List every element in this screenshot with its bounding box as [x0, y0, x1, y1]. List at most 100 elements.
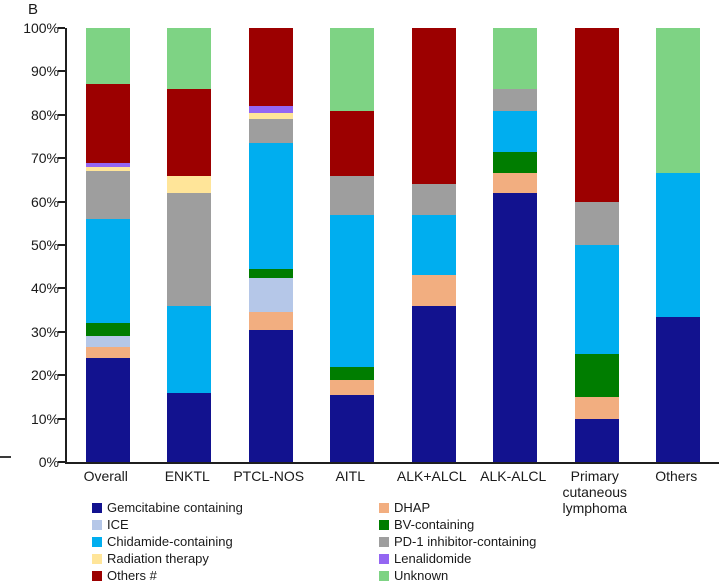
legend-item: DHAP	[379, 501, 589, 514]
y-axis-tick-label: 20%	[30, 367, 59, 384]
bar-segment	[493, 88, 538, 111]
bar-segment	[330, 214, 375, 367]
x-axis-label-text: ENKTL	[164, 468, 210, 484]
y-axis-tick-label: 90%	[30, 63, 59, 80]
bar-segment	[248, 277, 293, 313]
bar-segment	[330, 175, 375, 215]
bar-segment	[574, 245, 619, 354]
y-axis-tick	[58, 287, 65, 290]
legend-item: Lenalidomide	[379, 552, 589, 565]
x-axis-labels: Overall ENKTL PTCL-NOS AITL ALK+ALCL ALK-ALCL…	[65, 468, 717, 516]
bar-slot-2	[149, 28, 231, 462]
legend-item: Radiation therapy	[92, 552, 302, 565]
bar-segment	[85, 323, 130, 337]
bar-segment	[248, 119, 293, 144]
legend-swatch	[379, 536, 389, 547]
bar-segment	[330, 110, 375, 176]
legend-swatch	[379, 553, 389, 564]
legend-label: DHAP	[394, 500, 431, 515]
legend-label: PD-1 inhibitor-containing	[394, 534, 537, 549]
y-axis-tick	[58, 157, 65, 160]
legend-label: BV-containing	[394, 517, 475, 532]
stacked-bar	[574, 28, 619, 462]
bar-segment	[248, 112, 293, 120]
legend-item: PD-1 inhibitor-containing	[379, 535, 589, 548]
x-axis-label-text: ALK-ALCL	[480, 468, 547, 484]
bar-segment	[85, 162, 130, 167]
bar-segment	[493, 28, 538, 89]
stacked-bar	[248, 28, 293, 462]
bar-slot-5	[393, 28, 475, 462]
legend-swatch	[92, 502, 102, 513]
chart-legend: Gemcitabine containing ICE Chidamide-conta…	[92, 501, 589, 582]
x-axis-label: PTCL-NOS	[228, 468, 310, 516]
bar-segment	[574, 353, 619, 397]
bar-segment	[493, 151, 538, 174]
bar-segment	[411, 305, 456, 462]
y-axis-tick	[58, 200, 65, 203]
bar-segment	[656, 28, 701, 173]
bar-segment	[330, 28, 375, 111]
bar-slot-3	[230, 28, 312, 462]
bar-segment	[248, 268, 293, 278]
bar-segment	[167, 28, 212, 89]
legend-label: Lenalidomide	[394, 551, 472, 566]
bar-segment	[85, 347, 130, 358]
bar-segment	[85, 357, 130, 462]
bar-segment	[330, 379, 375, 395]
bar-segment	[85, 28, 130, 85]
y-axis-tick-label: 0%	[38, 454, 59, 470]
legend-label: Others #	[107, 568, 157, 583]
bar-segment	[167, 88, 212, 176]
y-axis-tick	[58, 244, 65, 246]
y-axis-tick	[58, 417, 65, 420]
bar-segment	[248, 106, 293, 113]
legend-swatch	[92, 536, 102, 547]
bar-segment	[85, 166, 130, 172]
bar-segment	[167, 392, 212, 462]
left-edge-tick	[0, 456, 11, 458]
legend-swatch	[92, 570, 102, 581]
legend-column: DHAP BV-containing PD-1 inhibitor-containi…	[379, 501, 589, 582]
bar-slot-1	[67, 28, 149, 462]
x-axis-label: ALK+ALCL	[391, 468, 473, 516]
x-axis-label: Others	[636, 468, 718, 516]
bar-segment	[574, 418, 619, 462]
bar-segment	[85, 218, 130, 324]
bar-segment	[248, 312, 293, 330]
x-axis-label: ALK-ALCL	[473, 468, 555, 516]
y-axis-tick	[58, 70, 65, 73]
x-axis-label-text: AITL	[335, 468, 366, 484]
x-axis-label-text: Others	[655, 468, 698, 484]
bar-segment	[574, 28, 619, 202]
y-axis-tick-label: 80%	[30, 106, 59, 123]
bar-segment	[656, 172, 701, 318]
bar-slot-8	[638, 28, 720, 462]
legend-item: Gemcitabine containing	[92, 501, 302, 514]
stacked-bar	[85, 28, 130, 462]
y-axis-tick-label: 40%	[30, 280, 59, 297]
bar-segment	[493, 173, 538, 193]
bar-slot-6	[475, 28, 557, 462]
stacked-bar	[493, 28, 538, 462]
bar-segment	[248, 143, 293, 269]
x-axis-label: Overall	[65, 468, 147, 516]
bar-segment	[411, 275, 456, 306]
y-axis-tick	[58, 27, 65, 29]
x-axis-label: Primary cutaneous lymphoma	[554, 468, 636, 516]
bar-segment	[574, 201, 619, 246]
legend-item: ICE	[92, 518, 302, 531]
legend-swatch	[379, 502, 389, 513]
legend-swatch	[379, 519, 389, 530]
x-axis-label-text: ALK+ALCL	[396, 468, 467, 484]
stacked-bar	[330, 28, 375, 462]
y-axis-tick	[58, 461, 65, 463]
x-axis-label-text: Overall	[83, 468, 128, 484]
bar-segment	[85, 171, 130, 219]
stacked-bar	[656, 28, 701, 462]
y-axis-tick-label: 50%	[30, 237, 59, 253]
legend-label: ICE	[107, 517, 129, 532]
bar-segment	[656, 317, 701, 462]
legend-column: Gemcitabine containing ICE Chidamide-conta…	[92, 501, 302, 582]
y-axis-tick-label: 100%	[23, 20, 59, 36]
